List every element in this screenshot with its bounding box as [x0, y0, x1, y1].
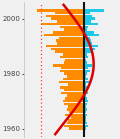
- Bar: [51, 48, 84, 50]
- Bar: [84, 89, 87, 91]
- Bar: [59, 81, 84, 83]
- Bar: [57, 42, 84, 44]
- Bar: [64, 72, 84, 75]
- Bar: [84, 108, 87, 111]
- Bar: [84, 67, 88, 69]
- Bar: [68, 83, 84, 86]
- Bar: [64, 28, 84, 31]
- Bar: [37, 9, 84, 12]
- Bar: [46, 15, 84, 17]
- Bar: [84, 31, 94, 33]
- Bar: [63, 78, 84, 80]
- Bar: [67, 122, 84, 124]
- Bar: [84, 119, 86, 122]
- Bar: [84, 103, 87, 105]
- Bar: [84, 59, 86, 61]
- Bar: [63, 100, 84, 102]
- Bar: [84, 83, 86, 86]
- Bar: [63, 53, 84, 56]
- Bar: [69, 111, 84, 113]
- Bar: [55, 12, 84, 14]
- Bar: [84, 23, 98, 25]
- Bar: [53, 31, 84, 33]
- Bar: [71, 116, 84, 119]
- Bar: [84, 39, 91, 42]
- Bar: [84, 95, 86, 97]
- Bar: [64, 103, 84, 105]
- Bar: [64, 61, 84, 64]
- Bar: [60, 56, 84, 58]
- Bar: [84, 56, 88, 58]
- Bar: [61, 92, 84, 94]
- Bar: [84, 86, 88, 89]
- Bar: [84, 28, 87, 31]
- Bar: [44, 34, 84, 36]
- Bar: [60, 26, 84, 28]
- Bar: [84, 26, 88, 28]
- Bar: [84, 72, 87, 75]
- Bar: [84, 114, 87, 116]
- Bar: [84, 15, 92, 17]
- Bar: [65, 59, 84, 61]
- Bar: [84, 17, 95, 20]
- Bar: [67, 75, 84, 78]
- Bar: [64, 89, 84, 91]
- Bar: [41, 23, 84, 25]
- Bar: [84, 61, 87, 64]
- Bar: [64, 125, 84, 127]
- Bar: [57, 20, 84, 23]
- Bar: [84, 92, 88, 94]
- Bar: [84, 64, 92, 67]
- Bar: [61, 67, 84, 69]
- Bar: [84, 81, 90, 83]
- Bar: [84, 106, 86, 108]
- Bar: [84, 37, 90, 39]
- Bar: [67, 108, 84, 111]
- Bar: [84, 45, 98, 47]
- Bar: [84, 12, 90, 14]
- Bar: [84, 97, 87, 100]
- Bar: [84, 34, 99, 36]
- Bar: [84, 125, 88, 127]
- Bar: [46, 45, 84, 47]
- Bar: [65, 114, 84, 116]
- Bar: [60, 70, 84, 72]
- Bar: [55, 50, 84, 53]
- Bar: [69, 127, 84, 130]
- Bar: [84, 53, 87, 56]
- Bar: [65, 97, 84, 100]
- Bar: [84, 75, 86, 78]
- Bar: [68, 119, 84, 122]
- Bar: [56, 39, 84, 42]
- Bar: [84, 116, 86, 119]
- Bar: [60, 86, 84, 89]
- Bar: [59, 37, 84, 39]
- Bar: [84, 50, 91, 53]
- Bar: [84, 9, 104, 12]
- Bar: [84, 78, 88, 80]
- Bar: [84, 111, 86, 113]
- Bar: [84, 127, 86, 130]
- Bar: [84, 42, 92, 44]
- Bar: [84, 70, 90, 72]
- Bar: [67, 95, 84, 97]
- Bar: [84, 48, 95, 50]
- Bar: [53, 64, 84, 67]
- Bar: [84, 100, 88, 102]
- Bar: [51, 17, 84, 20]
- Bar: [84, 20, 91, 23]
- Bar: [84, 122, 87, 124]
- Bar: [68, 106, 84, 108]
